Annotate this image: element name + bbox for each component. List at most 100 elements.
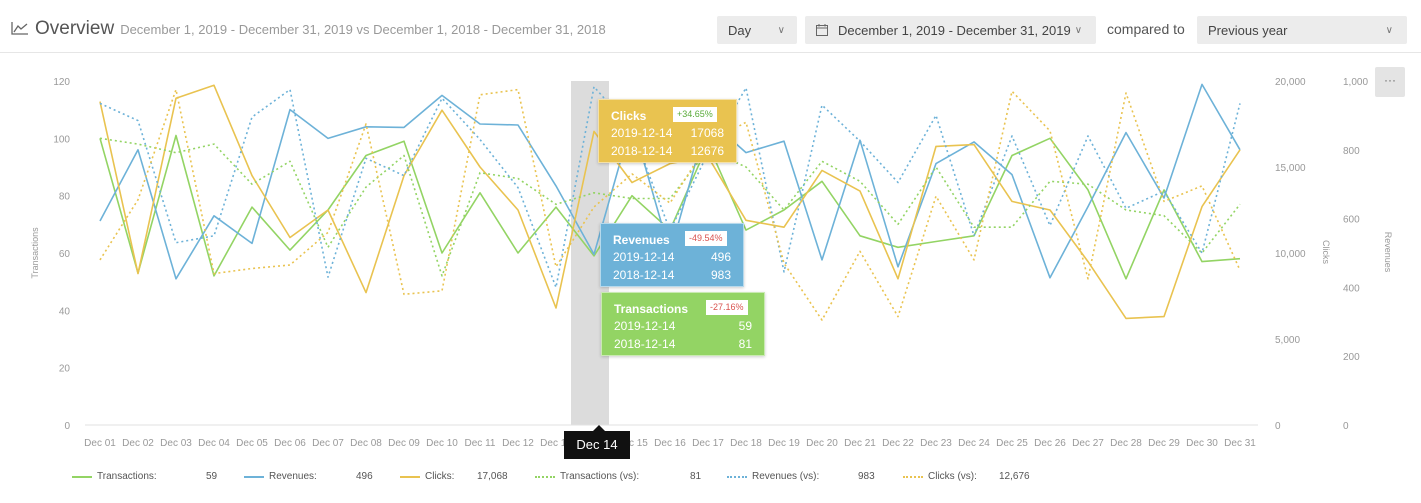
clicks-axis-tick-label: 5,000 (1275, 335, 1300, 346)
tooltip-clicks: Clicks +34.65% 2019-12-14 17068 2018-12-… (598, 99, 737, 163)
x-axis-tick-label: Dec 16 (654, 438, 686, 449)
legend-value: 59 (206, 471, 218, 482)
tooltip-value: 81 (738, 337, 752, 351)
x-axis-tick-label: Dec 17 (692, 438, 724, 449)
x-axis-tick-label: Dec 08 (350, 438, 382, 449)
x-axis-tick-label: Dec 11 (465, 438, 496, 449)
tooltip-row: 2018-12-14 12676 (611, 144, 724, 160)
tooltip-date: 2019-12-14 (613, 250, 675, 264)
x-axis-tick-label: Dec 24 (958, 438, 990, 449)
x-axis-tick-label: Dec 26 (1034, 438, 1066, 449)
x-axis-tick-label: Dec 28 (1110, 438, 1142, 449)
legend-swatch (244, 476, 264, 478)
legend-label: Clicks: (425, 471, 455, 482)
legend-label: Transactions (vs): (560, 471, 640, 482)
tooltip-row: 2019-12-14 17068 (611, 126, 724, 142)
x-axis-tick-label: Dec 29 (1148, 438, 1180, 449)
header: Overview December 1, 2019 - December 31,… (0, 0, 1421, 53)
x-axis-tick-label: Dec 01 (84, 438, 116, 449)
page-subtitle: December 1, 2019 - December 31, 2019 vs … (120, 22, 606, 37)
series-line-clicks (99, 84, 1241, 320)
legend-swatch (400, 476, 420, 478)
x-axis-tick-label: Dec 03 (160, 438, 192, 449)
left-axis-tick-label: 40 (59, 306, 71, 317)
chart-options-button[interactable]: ··· (1375, 67, 1405, 97)
legend-label: Revenues: (269, 471, 317, 482)
change-badge: -27.16% (706, 300, 748, 315)
clicks-axis-tick-label: 20,000 (1275, 77, 1306, 88)
revenues-axis-tick-label: 1,000 (1343, 77, 1368, 88)
left-axis-tick-label: 60 (59, 249, 71, 260)
x-axis-tick-label: Dec 20 (806, 438, 838, 449)
x-axis-tick-label: Dec 19 (768, 438, 800, 449)
tooltip-title: Clicks (611, 109, 647, 123)
clicks-axis-tick-label: 10,000 (1275, 249, 1306, 260)
tooltip-value: 496 (710, 250, 731, 264)
clicks-axis-title: Clicks (1321, 240, 1331, 264)
x-axis-tick-label: Dec 06 (274, 438, 306, 449)
legend-label: Clicks (vs): (928, 471, 977, 482)
left-axis-tick-label: 80 (59, 192, 71, 203)
legend-label: Transactions: (97, 471, 157, 482)
left-axis-tick-label: 120 (53, 77, 70, 88)
x-axis-tick-label: Dec 21 (844, 438, 876, 449)
tooltip-date: 2019-12-14 (611, 126, 673, 140)
x-axis-tick-label: Dec 23 (920, 438, 952, 449)
x-axis-tick-label: Dec 13 (540, 438, 572, 449)
legend-swatch (72, 476, 92, 478)
legend-swatch (727, 476, 747, 478)
x-axis-tick-label: Dec 15 (616, 438, 648, 449)
legend-value: 983 (858, 471, 875, 482)
page-title: Overview (35, 18, 115, 39)
x-axis-tick-label: Dec 22 (882, 438, 914, 449)
revenues-axis-tick-label: 800 (1343, 146, 1360, 157)
compared-to-label: compared to (1107, 21, 1185, 37)
x-axis-tick-label: Dec 02 (122, 438, 154, 449)
legend-value: 17,068 (477, 471, 508, 482)
legend-value: 81 (690, 471, 702, 482)
x-axis-tick-label: Dec 27 (1072, 438, 1104, 449)
legend-value: 496 (356, 471, 373, 482)
tooltip-revenues: Revenues -49.54% 2019-12-14 496 2018-12-… (600, 223, 744, 287)
tooltip-title: Revenues (613, 233, 670, 247)
tooltip-value: 12676 (690, 144, 724, 158)
revenues-axis-tick-label: 400 (1343, 283, 1360, 294)
tooltip-date: 2018-12-14 (614, 337, 676, 351)
tooltip-value: 59 (738, 319, 752, 333)
tooltip-row: 2019-12-14 496 (613, 250, 731, 266)
x-axis-tick-label: Dec 12 (502, 438, 534, 449)
left-axis-tick-label: 20 (59, 364, 71, 375)
change-badge: -49.54% (685, 231, 727, 246)
legend-swatch (903, 476, 923, 478)
title-bar: Overview December 1, 2019 - December 31,… (11, 18, 606, 40)
granularity-value: Day (728, 22, 752, 38)
area-chart-icon (11, 22, 28, 35)
granularity-dropdown[interactable]: Day ∨ (717, 16, 797, 44)
legend-label: Revenues (vs): (752, 471, 820, 482)
tooltip-row: 2018-12-14 983 (613, 268, 731, 284)
x-axis-tick-label: Dec 18 (730, 438, 762, 449)
revenues-axis-tick-label: 0 (1343, 421, 1349, 432)
left-axis-tick-label: 100 (53, 134, 70, 145)
tooltip-title: Transactions (614, 302, 689, 316)
compare-period-value: Previous year (1208, 22, 1288, 38)
clicks-axis-tick-label: 0 (1275, 421, 1281, 432)
calendar-icon (816, 24, 828, 36)
x-axis-tick-label: Dec 25 (996, 438, 1028, 449)
tooltip-row: 2019-12-14 59 (614, 319, 752, 335)
clicks-axis-tick-label: 15,000 (1275, 163, 1306, 174)
date-range-picker[interactable]: December 1, 2019 - December 31, 2019 ∨ (805, 16, 1096, 44)
tooltip-value: 17068 (690, 126, 724, 140)
x-axis-tick-label: Dec 09 (388, 438, 420, 449)
change-badge: +34.65% (673, 107, 717, 122)
revenues-axis-title: Revenues (1383, 232, 1393, 273)
left-axis-title: Transactions (30, 227, 40, 279)
compare-period-dropdown[interactable]: Previous year ∨ (1197, 16, 1407, 44)
tooltip-date: 2018-12-14 (613, 268, 675, 282)
left-axis-tick-label: 0 (64, 421, 70, 432)
hover-date-badge: Dec 14 (564, 425, 630, 459)
x-axis-tick-label: Dec 30 (1186, 438, 1218, 449)
date-range-value: December 1, 2019 - December 31, 2019 (838, 22, 1071, 38)
x-axis-tick-label: Dec 07 (312, 438, 344, 449)
revenues-axis-tick-label: 600 (1343, 215, 1360, 226)
